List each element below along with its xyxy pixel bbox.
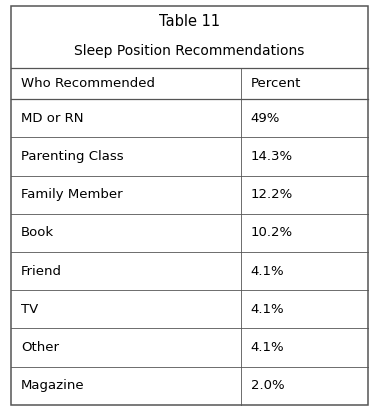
Text: 2.0%: 2.0% xyxy=(251,379,284,392)
Text: TV: TV xyxy=(21,303,38,316)
Text: Parenting Class: Parenting Class xyxy=(21,150,124,163)
Text: Sleep Position Recommendations: Sleep Position Recommendations xyxy=(74,44,305,58)
Text: Friend: Friend xyxy=(21,265,62,278)
Text: Other: Other xyxy=(21,341,59,354)
Text: 12.2%: 12.2% xyxy=(251,188,293,201)
Text: 10.2%: 10.2% xyxy=(251,226,293,239)
Text: 4.1%: 4.1% xyxy=(251,265,284,278)
Text: Magazine: Magazine xyxy=(21,379,85,392)
Text: Family Member: Family Member xyxy=(21,188,122,201)
Text: Percent: Percent xyxy=(251,77,301,90)
Text: 4.1%: 4.1% xyxy=(251,341,284,354)
Text: Who Recommended: Who Recommended xyxy=(21,77,155,90)
Text: 49%: 49% xyxy=(251,112,280,125)
Text: 14.3%: 14.3% xyxy=(251,150,293,163)
Text: 4.1%: 4.1% xyxy=(251,303,284,316)
Text: Table 11: Table 11 xyxy=(159,14,220,29)
Text: MD or RN: MD or RN xyxy=(21,112,83,125)
Text: Book: Book xyxy=(21,226,54,239)
